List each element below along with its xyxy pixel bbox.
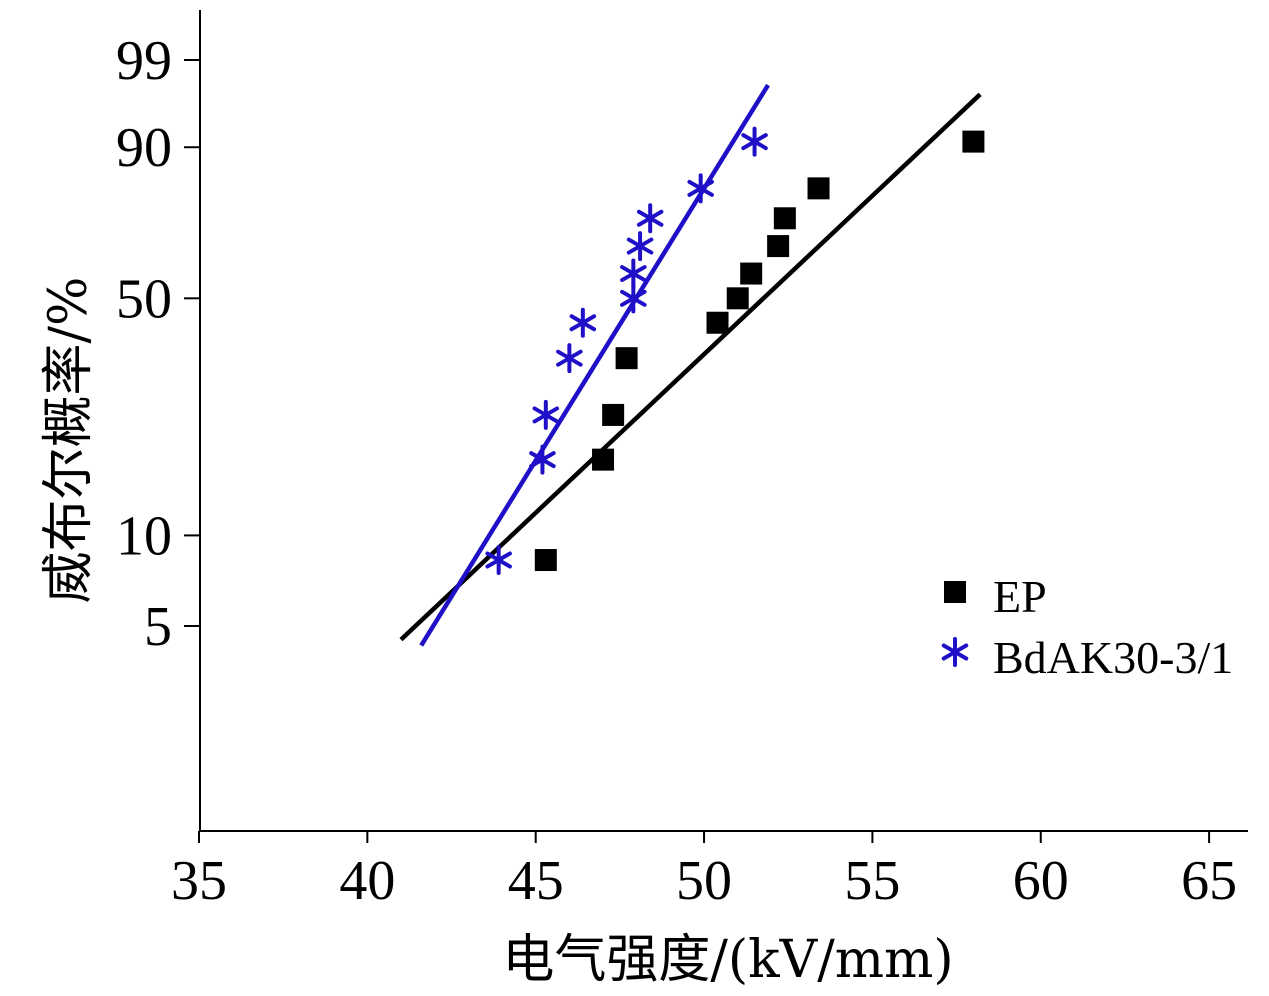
data-point-ep [706,311,729,334]
legend-asterisk-icon [941,637,969,667]
data-point-bdak30 [620,258,647,289]
data-point-bdak30 [532,399,560,430]
data-point-bdak30 [529,444,556,475]
data-point-bdak30 [485,545,512,576]
y-tick-label: 10 [116,505,172,567]
x-tick-label: 65 [1181,850,1237,912]
y-axis-ticks: 5 10 50 90 99 [116,30,200,658]
data-point-bdak30 [556,343,583,374]
x-tick-label: 35 [171,850,227,912]
data-point-ep [592,448,615,471]
data-point-bdak30 [620,283,647,314]
fit-line-ep [399,92,982,642]
data-markers [485,126,985,576]
data-point-bdak30 [687,173,714,204]
legend-square-icon [944,581,966,603]
data-point-bdak30 [741,126,768,157]
y-axis-title: 威布尔概率/% [39,277,99,604]
x-tick-label: 45 [508,850,564,912]
y-tick-label: 99 [116,30,172,92]
legend-marker-ep [944,581,966,603]
legend-label-ep: EP [993,571,1047,622]
y-tick-label: 50 [116,268,172,330]
data-point-bdak30 [636,203,664,234]
data-point-bdak30 [626,231,654,262]
data-point-ep [602,403,625,426]
legend: EP BdAK30-3/1 [941,571,1233,683]
y-tick-label: 90 [116,117,172,179]
x-axis-title: 电气强度/(kV/mm) [502,930,953,990]
data-point-ep [962,130,985,153]
data-point-ep [726,287,749,310]
x-axis-ticks: 35 40 45 50 55 60 65 [171,831,1237,912]
data-point-ep [807,177,830,200]
data-point-ep [740,262,763,285]
x-tick-label: 60 [1013,850,1069,912]
data-point-ep [534,549,557,572]
axes [199,10,1248,832]
x-tick-label: 50 [676,850,732,912]
data-point-ep [773,207,796,230]
legend-marker-bdak30 [941,637,969,667]
x-tick-label: 55 [844,850,900,912]
data-point-bdak30 [569,307,597,338]
fit-line-bdak30 [419,83,770,647]
x-tick-label: 40 [339,850,395,912]
legend-label-bdak30: BdAK30-3/1 [993,632,1233,683]
y-tick-label: 5 [144,596,172,658]
fit-lines [399,83,982,647]
data-point-ep [615,347,638,370]
data-point-ep [767,235,790,258]
